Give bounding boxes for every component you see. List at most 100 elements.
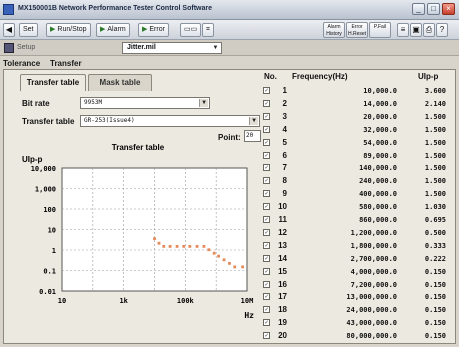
cell-uipp: 0.222: [424, 254, 446, 263]
close-button[interactable]: ×: [442, 3, 455, 15]
play-icon: ▶: [142, 26, 148, 33]
status-top: P.Fail: [373, 24, 387, 30]
table-row[interactable]: ✓ 2 14,000.0 2.140: [258, 98, 454, 111]
cell-no: 20: [278, 331, 287, 341]
table-row[interactable]: ✓ 11 860,000.0 0.695: [258, 214, 454, 227]
table-row[interactable]: ✓ 14 2,700,000.0 0.222: [258, 253, 454, 266]
display-toggle-button[interactable]: ▭▭: [180, 23, 202, 37]
y-tick-label: 10: [48, 227, 56, 235]
run-stop-button[interactable]: ▶ Run/Stop: [46, 23, 91, 37]
point-field[interactable]: 20: [244, 130, 261, 142]
table-row[interactable]: ✓ 19 43,000,000.0 0.150: [258, 317, 454, 330]
row-checkbox[interactable]: ✓: [263, 216, 270, 223]
status-bottom: History: [326, 31, 342, 37]
cell-frequency: 24,000,000.0: [346, 306, 397, 315]
table-row[interactable]: ✓ 6 89,000.0 1.500: [258, 150, 454, 163]
row-checkbox[interactable]: ✓: [263, 280, 270, 288]
print-icon[interactable]: ⎙: [423, 23, 435, 37]
cell-no: 5: [282, 137, 287, 147]
tab-transfer-table[interactable]: Transfer table: [20, 74, 86, 91]
data-point: [153, 237, 156, 240]
cell-no: 13: [278, 240, 287, 250]
pfail-indicator[interactable]: P.Fail: [369, 22, 391, 38]
row-checkbox[interactable]: ✓: [263, 177, 270, 185]
table-row[interactable]: ✓ 4 32,000.0 1.500: [258, 124, 454, 137]
tab-transfer[interactable]: Transfer: [50, 59, 82, 68]
row-checkbox[interactable]: ✓: [263, 190, 270, 198]
table-row[interactable]: ✓ 10 580,000.0 1.030: [258, 201, 454, 214]
table-row[interactable]: ✓ 12 1,200,000.0 0.500: [258, 227, 454, 240]
table-row[interactable]: ✓ 3 20,000.0 1.500: [258, 111, 454, 124]
row-checkbox[interactable]: ✓: [263, 254, 270, 262]
row-checkbox[interactable]: ✓: [263, 87, 270, 94]
point-label: Point:: [218, 133, 241, 142]
row-checkbox[interactable]: ✓: [263, 319, 270, 327]
set-button[interactable]: Set: [19, 23, 38, 37]
help-icon[interactable]: ?: [436, 23, 448, 37]
maximize-button[interactable]: □: [427, 3, 440, 15]
cell-no: 10: [278, 202, 287, 212]
cell-uipp: 1.500: [424, 164, 446, 173]
bitrate-select[interactable]: 9953M ▼: [80, 97, 210, 109]
cell-uipp: 1.500: [424, 112, 446, 121]
tab-mask-table[interactable]: Mask table: [88, 74, 152, 91]
app-icon: [3, 4, 14, 15]
alarm-button[interactable]: ▶ Alarm: [96, 23, 130, 37]
table-row[interactable]: ✓ 17 13,000,000.0 0.150: [258, 291, 454, 304]
cell-no: 12: [278, 227, 287, 237]
minimize-button[interactable]: _: [412, 3, 425, 15]
row-checkbox[interactable]: ✓: [263, 112, 270, 120]
cell-frequency: 43,000,000.0: [346, 319, 397, 328]
graph-icon[interactable]: ⌗: [202, 23, 214, 37]
play-icon: ▶: [50, 26, 56, 33]
chevron-down-icon: ▼: [249, 117, 258, 125]
row-checkbox[interactable]: ✓: [263, 125, 270, 133]
table-row[interactable]: ✓ 15 4,000,000.0 0.150: [258, 266, 454, 279]
row-checkbox[interactable]: ✓: [263, 267, 270, 275]
cell-uipp: 1.500: [424, 138, 446, 147]
chart-xlabel: Hz: [244, 311, 254, 320]
table-row[interactable]: ✓ 13 1,800,000.0 0.333: [258, 240, 454, 253]
cell-no: 3: [282, 111, 287, 121]
alarm-label: Alarm: [107, 26, 126, 33]
mode-select[interactable]: Jitter.mil ▼: [122, 42, 222, 54]
back-icon[interactable]: ◀: [3, 23, 15, 37]
table-row[interactable]: ✓ 18 24,000,000.0 0.150: [258, 304, 454, 317]
cell-frequency: 13,000,000.0: [346, 293, 397, 302]
row-checkbox[interactable]: ✓: [263, 99, 270, 107]
table-row[interactable]: ✓ 7 140,000.0 1.500: [258, 162, 454, 175]
error-label: Error: [149, 26, 165, 33]
cell-frequency: 32,000.0: [363, 125, 397, 134]
row-checkbox[interactable]: ✓: [263, 293, 270, 301]
row-checkbox[interactable]: ✓: [263, 164, 270, 172]
tab-tolerance[interactable]: Tolerance: [3, 59, 41, 68]
table-row[interactable]: ✓ 9 400,000.0 1.500: [258, 188, 454, 201]
table-row[interactable]: ✓ 8 240,000.0 1.500: [258, 175, 454, 188]
alarm-history-indicator[interactable]: Alarm History: [323, 22, 345, 38]
row-checkbox[interactable]: ✓: [263, 203, 270, 211]
cell-frequency: 400,000.0: [359, 190, 397, 199]
row-checkbox[interactable]: ✓: [263, 306, 270, 314]
row-checkbox[interactable]: ✓: [263, 138, 270, 146]
cell-frequency: 2,700,000.0: [350, 254, 397, 263]
cell-frequency: 80,000,000.0: [346, 332, 397, 341]
table-row[interactable]: ✓ 1 10,000.0 3.600: [258, 85, 454, 98]
row-checkbox[interactable]: ✓: [263, 332, 270, 340]
cell-frequency: 10,000.0: [363, 87, 397, 95]
cell-frequency: 20,000.0: [363, 112, 397, 121]
settings-icon[interactable]: ≡: [397, 23, 409, 37]
error-button[interactable]: ▶ Error: [138, 23, 169, 37]
cell-frequency: 1,800,000.0: [350, 241, 397, 250]
row-checkbox[interactable]: ✓: [263, 228, 270, 236]
error-history-indicator[interactable]: Error H.Reset: [346, 22, 368, 38]
table-row[interactable]: ✓ 20 80,000,000.0 0.150: [258, 330, 454, 343]
row-checkbox[interactable]: ✓: [263, 241, 270, 249]
table-row[interactable]: ✓ 16 7,200,000.0 0.150: [258, 279, 454, 292]
table-row[interactable]: ✓ 5 54,000.0 1.500: [258, 137, 454, 150]
x-tick-label: 100k: [177, 297, 195, 305]
save-icon[interactable]: ▣: [410, 23, 422, 37]
transfer-table-select[interactable]: GR-253(Issue4) ▼: [80, 115, 260, 127]
row-checkbox[interactable]: ✓: [263, 151, 270, 159]
cell-uipp: 0.500: [424, 228, 446, 237]
cell-no: 15: [278, 266, 287, 276]
